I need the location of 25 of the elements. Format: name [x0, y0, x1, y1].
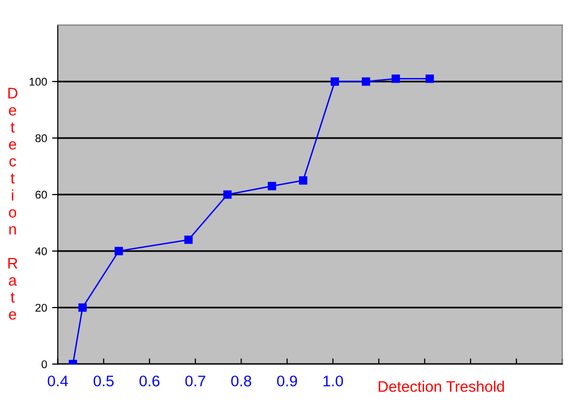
x-tick-label: 0.8	[231, 376, 252, 386]
point	[298, 176, 308, 185]
y-tick-label: 40	[35, 247, 47, 256]
point	[78, 303, 87, 312]
x-tick-label: 0.5	[94, 376, 114, 386]
y-tick-label: 100	[30, 78, 47, 86]
x-tick-label: 1.0	[324, 376, 343, 386]
text: Detection Rate	[8, 88, 18, 320]
x-tick-label: 0.7	[185, 376, 206, 386]
y-tick-label: 60	[36, 190, 47, 199]
x-tick-label: 0.4	[48, 376, 68, 386]
point	[426, 74, 434, 83]
point	[392, 74, 400, 83]
point	[330, 77, 339, 86]
x-tick-label: 0.6	[139, 376, 160, 386]
y-tick-label: 80	[35, 134, 47, 142]
x-tick-label: 0.9	[277, 376, 297, 386]
point	[184, 236, 193, 244]
point	[114, 246, 123, 256]
x-axis-title: Detection Treshold	[378, 380, 504, 392]
point	[362, 77, 370, 86]
point	[268, 182, 276, 190]
point	[223, 190, 232, 199]
y-tick-label: 0	[42, 360, 47, 368]
y-tick-label: 20	[36, 304, 47, 312]
